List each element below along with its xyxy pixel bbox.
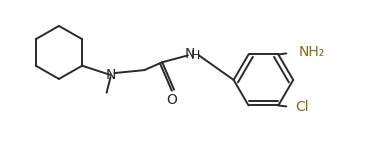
Text: H: H [191, 49, 201, 62]
Text: N: N [106, 68, 116, 82]
Text: Cl: Cl [295, 100, 309, 114]
Text: N: N [185, 47, 195, 61]
Text: O: O [167, 93, 178, 107]
Text: NH₂: NH₂ [298, 45, 325, 59]
